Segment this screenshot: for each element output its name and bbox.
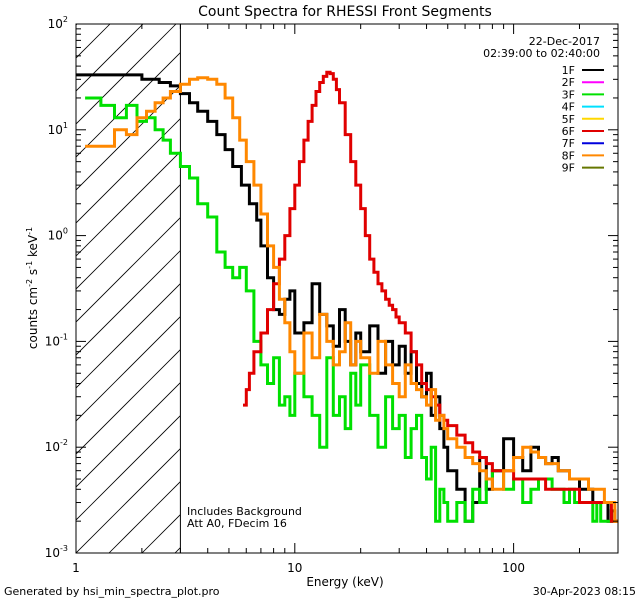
- x-axis-label: Energy (keV): [306, 575, 383, 589]
- hatch-line: [76, 250, 181, 356]
- x-tick-label: 100: [502, 561, 525, 575]
- hatch-line: [76, 316, 181, 422]
- y-tick-label: 10-1: [45, 332, 68, 348]
- hatch-line: [0, 24, 11, 553]
- annotation-attenuator: Att A0, FDecim 16: [187, 517, 287, 530]
- x-tick-label: 10: [287, 561, 302, 575]
- hatch-line: [538, 24, 640, 553]
- legend-label-6F: 6F: [562, 125, 575, 138]
- hatch-line: [373, 24, 640, 553]
- hatch-line: [76, 24, 177, 125]
- series-layer: [76, 70, 618, 523]
- legend-label-7F: 7F: [562, 137, 575, 150]
- legend-label-8F: 8F: [562, 149, 575, 162]
- hatch-line: [76, 448, 181, 553]
- legend-label-1F: 1F: [562, 64, 575, 77]
- series-8F-line: [85, 76, 618, 523]
- footer-timestamp: 30-Apr-2023 08:15: [533, 585, 636, 598]
- hatch-line: [340, 24, 640, 553]
- footer-generated-by: Generated by hsi_min_spectra_plot.pro: [4, 585, 220, 598]
- observation-time-range: 02:39:00 to 02:40:00: [483, 47, 600, 60]
- y-tick-label: 10-2: [45, 438, 68, 454]
- hatch-line: [439, 24, 640, 553]
- legend-label-3F: 3F: [562, 88, 575, 101]
- y-tick-label: 10-3: [45, 544, 68, 560]
- legend-label-9F: 9F: [562, 162, 575, 175]
- hatch-line: [76, 283, 181, 389]
- hatch-line: [307, 24, 640, 553]
- legend-label-4F: 4F: [562, 101, 575, 114]
- hatch-line: [571, 24, 640, 553]
- observation-date: 22-Dec-2017: [529, 35, 600, 48]
- y-tick-label: 102: [48, 15, 68, 31]
- series-1F-line: [76, 73, 618, 523]
- hatch-line: [76, 24, 111, 59]
- hatch-line: [604, 24, 640, 553]
- hatch-line: [76, 415, 181, 521]
- hatch-line: [472, 24, 640, 553]
- y-axis-label: counts cm-2 s-1 keV-1: [25, 227, 40, 349]
- chart-title: Count Spectra for RHESSI Front Segments: [198, 4, 492, 20]
- legend-label-2F: 2F: [562, 76, 575, 89]
- hatch-line: [241, 24, 640, 553]
- hatch-line: [76, 52, 181, 158]
- y-axis-ticks: 102 101 100 10-1 10-2 10-3: [45, 15, 618, 560]
- hatch-line: [406, 24, 640, 553]
- series-6F-line: [243, 70, 618, 523]
- y-tick-label: 101: [48, 121, 68, 137]
- annotation-background: Includes Background: [187, 505, 302, 518]
- y-tick-label: 100: [48, 227, 68, 243]
- hatch-line: [76, 184, 181, 290]
- hatch-line: [76, 24, 144, 92]
- hatch-line: [76, 217, 181, 323]
- plot-frame: [75, 23, 619, 554]
- x-tick-label: 1: [72, 561, 80, 575]
- legend-label-5F: 5F: [562, 113, 575, 126]
- x-axis-ticks: 1 10 100: [72, 24, 619, 575]
- hatch-line: [76, 382, 181, 488]
